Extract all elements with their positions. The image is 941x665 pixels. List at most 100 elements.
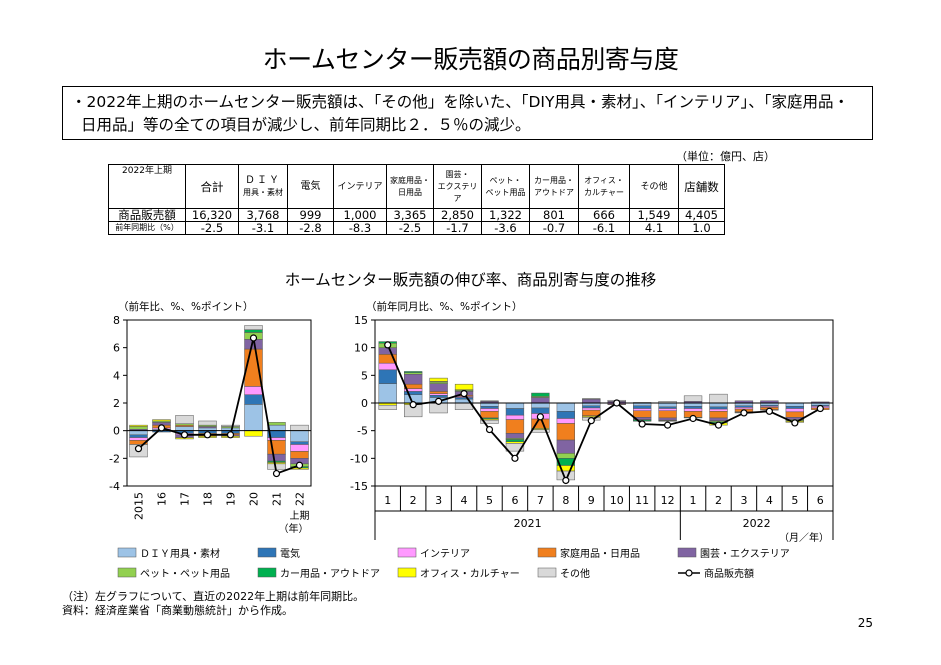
sales-point — [272, 469, 281, 478]
bar-segment-denki — [531, 407, 550, 414]
bar-segment-katei — [429, 391, 448, 394]
bar-segment-denki — [505, 408, 525, 416]
x-tick-label: 22 — [294, 492, 307, 506]
bar-segment-car — [404, 371, 423, 373]
bar-segment-other — [709, 393, 728, 404]
bar-segment-interior — [683, 408, 703, 412]
left-chart-ylabel: （前年比、%、%ポイント） — [118, 301, 254, 313]
bar-segment-interior — [480, 408, 499, 412]
bar-segment-office — [244, 430, 263, 437]
legend-label: オフィス・カルチャー — [420, 568, 520, 580]
bar-segment-diy — [290, 430, 309, 442]
page-title: ホームセンター販売額の商品別寄与度 — [262, 45, 679, 74]
table-cell: -0.7 — [529, 221, 579, 235]
sales-line — [386, 344, 821, 483]
bar-segment-katei — [658, 410, 677, 419]
x-tick-label: 5 — [791, 494, 798, 507]
header-cell: 園芸・ エクステリア — [433, 164, 482, 209]
sales-point — [791, 419, 799, 427]
table-cell: 4.1 — [629, 221, 679, 235]
table-cell: 3,768 — [238, 208, 288, 222]
x-tick-label: 4 — [766, 494, 773, 507]
year-label: 2021 — [514, 517, 542, 530]
bar-segment-denki — [429, 395, 448, 398]
sales-point — [613, 399, 621, 407]
page-number: 25 — [857, 616, 873, 630]
bar-segment-diy — [658, 402, 677, 408]
sales-point — [689, 414, 697, 423]
sales-point — [203, 431, 212, 439]
sales-point — [157, 424, 166, 432]
bar-segment-engei — [531, 397, 550, 404]
x-tick-label: 5 — [486, 494, 493, 507]
bar-segment-other — [198, 420, 217, 426]
x-tick-label: 3 — [740, 494, 747, 507]
bar-segment-pet — [267, 422, 286, 426]
sales-point — [226, 431, 235, 439]
bar-segment-pet — [129, 426, 148, 430]
sales-point — [134, 445, 143, 453]
right-chart-ylabel: （前年同月比、%、%ポイント） — [366, 301, 523, 313]
legend-label: インテリア — [420, 549, 470, 560]
bar-segment-denki — [556, 411, 575, 419]
x-tick-label: 12 — [661, 494, 675, 507]
bar-segment-katei — [267, 440, 286, 455]
y-tick-label: 4 — [113, 369, 120, 382]
bar-segment-engei — [556, 439, 575, 454]
bar-segment-denki — [290, 441, 309, 445]
bar-segment-diy — [709, 402, 728, 408]
table-cell: -3.6 — [481, 221, 530, 235]
bar-segment-katei — [582, 409, 601, 416]
bar-segment-office — [658, 420, 677, 422]
bar-segment-other — [378, 404, 397, 410]
table-cell: 999 — [287, 208, 334, 222]
x-tick-label: 16 — [156, 492, 169, 506]
bar-segment-interior — [129, 437, 148, 441]
sales-point — [740, 409, 748, 417]
bar-segment-engei — [378, 347, 397, 355]
bar-segment-other — [290, 424, 309, 431]
bar-segment-katei — [785, 411, 804, 418]
bar-segment-other — [683, 395, 703, 402]
bar-segment-katei — [709, 411, 728, 419]
bar-segment-interior — [633, 408, 652, 411]
bar-segment-diy — [531, 402, 550, 409]
bar-segment-diy — [378, 383, 397, 404]
bar-segment-interior — [244, 386, 263, 395]
y-tick-label: 10 — [354, 342, 368, 355]
x-tick-label: 20 — [248, 492, 261, 506]
bar-segment-engei — [709, 417, 728, 421]
bar-segment-denki — [378, 369, 397, 384]
bar-segment-pet — [556, 453, 575, 459]
table-cell: -1.7 — [433, 221, 482, 235]
sales-point — [816, 404, 824, 413]
header-cell: 家庭用品・ 日用品 — [386, 164, 434, 209]
sales-point — [460, 389, 468, 398]
bar-segment-katei — [480, 411, 499, 419]
bar-segment-denki — [582, 405, 601, 409]
summary-line-2: 日用品」等の全ての項目が減少し、前年同期比２．５％の減少。 — [81, 116, 531, 134]
bar-segment-denki — [709, 406, 728, 410]
legend-swatch-car — [257, 567, 277, 578]
table-cell: -2.5 — [386, 221, 434, 235]
y-tick-label: 2 — [113, 397, 120, 410]
x-tick-label: 2 — [715, 494, 722, 507]
x-tick-label: 21 — [271, 492, 284, 506]
bar-segment-interior — [709, 408, 728, 412]
x-tick-label: 3 — [435, 494, 442, 507]
table-cell: -8.3 — [333, 221, 387, 235]
sales-point — [536, 413, 544, 421]
x-unit-label: （月／年） — [779, 531, 829, 544]
bar-segment-engei — [404, 373, 423, 385]
sales-point — [249, 334, 258, 342]
x-tick-label: 8 — [562, 494, 569, 507]
x-tick-label: 1 — [384, 494, 391, 507]
sales-point — [638, 420, 646, 428]
bar-segment-denki — [129, 434, 148, 438]
x-tick-label: 2015 — [133, 492, 146, 520]
table-cell: -2.5 — [185, 221, 239, 235]
x-tick-label: 7 — [537, 494, 544, 507]
bar-segment-engei — [267, 453, 286, 462]
legend-label: ペット・ペット用品 — [140, 568, 230, 580]
bar-segment-other — [244, 325, 263, 330]
